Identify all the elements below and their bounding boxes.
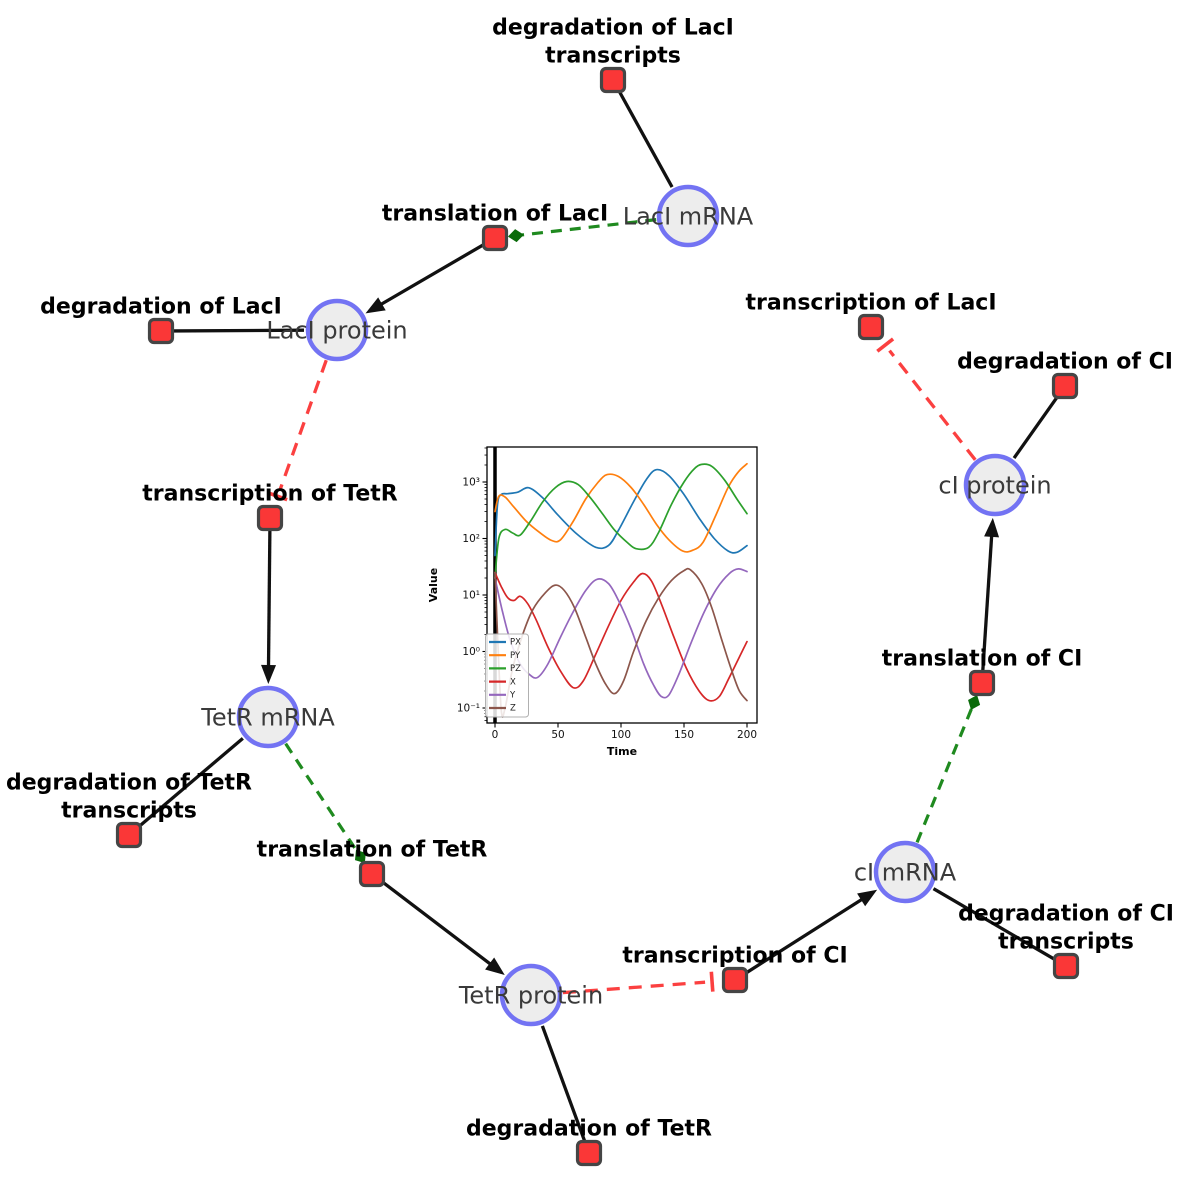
reaction-node-transl_tetr[interactable] [358, 860, 386, 888]
reaction-node-tx_laci[interactable] [857, 313, 885, 341]
y-tick-label: 10³ [462, 477, 480, 489]
species-label-laci_protein: LacI protein [266, 316, 407, 344]
legend-label-Y: Y [509, 691, 516, 701]
edge-transl_tetr-tetr_protein-production [380, 879, 505, 976]
reaction-label-deg_laci: degradation of LacI [40, 295, 282, 320]
edge-laci_protein-tx_tetr-inhibition [267, 359, 328, 502]
edge-deg_tetr_tx-tetr_mrna-consumption [137, 737, 244, 829]
species-label-ci_protein: cI protein [938, 471, 1051, 499]
reaction-label-tx_laci: transcription of LacI [745, 291, 996, 316]
inhibition-tee-icon [876, 337, 895, 353]
reaction-node-transl_ci[interactable] [968, 669, 996, 697]
reaction-label-deg_tetr_tx: degradation of TetR [6, 771, 252, 796]
edge-deg_laci_tx-laci_mrna-consumption [617, 89, 674, 188]
reaction-node-deg_ci[interactable] [1051, 372, 1079, 400]
y-axis-label: Value [427, 568, 440, 602]
reaction-label-deg_laci_tx: transcripts [545, 44, 681, 69]
edge-deg_tetr-tetr_protein-consumption [540, 1025, 587, 1143]
x-tick-label: 50 [551, 729, 564, 741]
y-tick-label: 10² [462, 533, 480, 545]
chart-legend: PX PY PZ XYZ [485, 633, 529, 718]
reaction-node-tx_tetr[interactable] [256, 504, 284, 532]
edge-transl_laci-laci_protein-production [365, 242, 486, 314]
inhibition-tee-icon [267, 491, 288, 502]
labels-layer: degradation of LacI transcripts translatio… [6, 16, 1174, 1142]
reaction-label-deg_ci_tx: transcripts [998, 930, 1134, 955]
legend-label-Z: Z [510, 704, 516, 714]
species-node-laci_protein[interactable] [305, 298, 369, 362]
y-tick-label: 10¹ [462, 590, 480, 602]
species-node-ci_mrna[interactable] [873, 840, 937, 904]
y-tick-label: 10⁻¹ [457, 703, 480, 715]
modifier-arrowhead-icon [507, 229, 524, 243]
x-axis-label: Time [607, 745, 637, 758]
x-tick-label: 100 [611, 729, 631, 741]
chart-axes: 0 50 100 150 200 10⁻¹ 10⁰ 10¹ 10² 10³ Time Value [427, 447, 757, 758]
species-node-tetr_mrna[interactable] [236, 685, 300, 749]
reaction-node-deg_ci_tx[interactable] [1052, 952, 1080, 980]
inhibition-tee-icon [709, 971, 715, 992]
reaction-label-deg_laci_tx: degradation of LacI [492, 16, 734, 41]
arrowhead-icon [857, 889, 878, 907]
reaction-node-deg_laci[interactable] [147, 317, 175, 345]
reaction-label-deg_ci: degradation of CI [957, 350, 1173, 375]
legend-label-X: X [510, 677, 516, 687]
reaction-node-deg_tetr[interactable] [575, 1139, 603, 1167]
legend-label-PX: PX [510, 638, 521, 648]
species-node-laci_mrna[interactable] [656, 184, 720, 248]
reaction-label-transl_laci: translation of LacI [382, 202, 608, 227]
edge-ci_protein-tx_laci-inhibition [876, 337, 977, 461]
edge-tetr_mrna-transl_tetr-modifier [284, 742, 366, 864]
species-label-tetr_mrna: TetR mRNA [200, 703, 335, 731]
edge-laci_mrna-transl_laci-modifier [507, 218, 657, 243]
edge-tx_ci-ci_mrna-production [744, 889, 878, 975]
legend-label-PZ: PZ [510, 664, 521, 674]
edges-layer [137, 89, 1060, 1143]
series-line-PX [494, 468, 748, 557]
edge-ci_mrna-transl_ci-modifier [915, 695, 981, 843]
reaction-node-deg_tetr_tx[interactable] [115, 821, 143, 849]
x-tick-label: 200 [737, 729, 757, 741]
species-label-tetr_protein: TetR protein [458, 981, 603, 1009]
arrowhead-icon [485, 957, 505, 976]
x-tick-label: 150 [674, 729, 694, 741]
edge-tetr_protein-tx_ci-inhibition [562, 971, 715, 995]
reaction-label-deg_tetr: degradation of TetR [466, 1117, 712, 1142]
modifier-arrowhead-icon [354, 849, 366, 864]
arrowhead-icon [365, 297, 386, 314]
reaction-label-transl_tetr: translation of TetR [257, 838, 488, 863]
reaction-label-tx_ci: transcription of CI [622, 944, 847, 969]
x-tick-label: 0 [492, 729, 499, 741]
reaction-label-tx_tetr: transcription of TetR [142, 482, 398, 507]
reaction-label-transl_ci: translation of CI [882, 647, 1083, 672]
species-label-ci_mrna: cI mRNA [854, 858, 957, 886]
reaction-label-deg_ci_tx: degradation of CI [958, 902, 1174, 927]
reaction-node-transl_laci[interactable] [481, 224, 509, 252]
series-line-PZ [494, 463, 748, 579]
legend-label-PY: PY [510, 651, 521, 661]
species-node-ci_protein[interactable] [963, 453, 1027, 517]
series-line-X [494, 571, 748, 702]
reaction-label-deg_tetr_tx: transcripts [61, 799, 197, 824]
edge-deg_ci-ci_protein-consumption [1012, 394, 1060, 460]
nodes-layer [115, 66, 1080, 1167]
reaction-node-deg_laci_tx[interactable] [599, 66, 627, 94]
edge-transl_ci-ci_protein-production [981, 517, 1000, 672]
edge-deg_ci_tx-ci_mrna-consumption [932, 887, 1057, 962]
y-tick-label: 10⁰ [462, 646, 480, 658]
species-label-laci_mrna: LacI mRNA [623, 202, 754, 230]
simulation-timeseries-inset-chart: 0 50 100 150 20010⁻¹10⁰10¹10²10³TimeValuePXP… [425, 437, 775, 767]
reaction-node-tx_ci[interactable] [721, 966, 749, 994]
plot-frame [486, 446, 758, 724]
modifier-arrowhead-icon [968, 695, 981, 710]
series-line-Y [494, 568, 748, 699]
arrowhead-icon [984, 517, 1000, 538]
arrowhead-icon [261, 664, 277, 685]
species-node-tetr_protein[interactable] [499, 963, 563, 1027]
edge-tx_tetr-tetr_mrna-production [261, 529, 277, 685]
series-line-PY [494, 462, 748, 553]
edge-deg_laci-laci_protein-consumption [172, 328, 305, 333]
